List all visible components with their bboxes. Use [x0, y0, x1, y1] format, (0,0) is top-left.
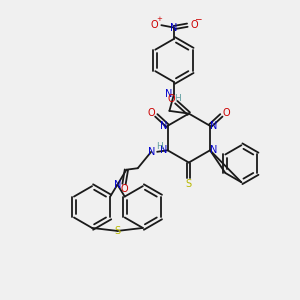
Text: +: + — [156, 16, 162, 22]
Text: H: H — [156, 142, 163, 151]
Text: N: N — [160, 121, 168, 131]
Text: S: S — [114, 226, 121, 236]
Text: O: O — [190, 20, 198, 30]
Text: O: O — [147, 108, 155, 118]
Text: O: O — [151, 20, 159, 30]
Text: H: H — [174, 94, 181, 103]
Text: N: N — [210, 145, 217, 155]
Text: O: O — [223, 108, 231, 118]
Text: N: N — [165, 89, 172, 100]
Text: −: − — [194, 14, 202, 23]
Text: N: N — [160, 145, 168, 155]
Text: O: O — [120, 184, 128, 194]
Text: N: N — [210, 121, 217, 131]
Text: N: N — [114, 180, 121, 190]
Text: S: S — [186, 179, 192, 189]
Text: N: N — [170, 22, 178, 33]
Text: N: N — [148, 147, 155, 157]
Text: O: O — [168, 94, 175, 104]
